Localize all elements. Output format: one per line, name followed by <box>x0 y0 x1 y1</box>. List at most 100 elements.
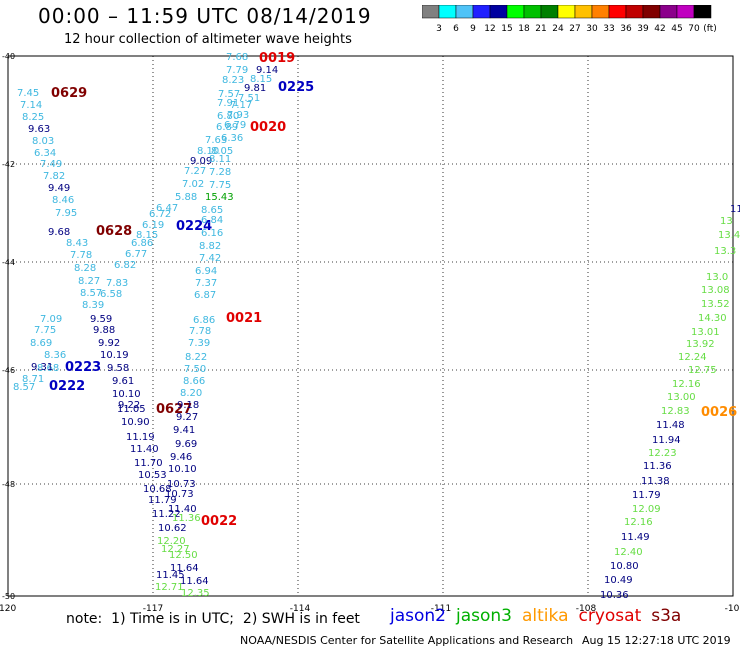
wave-height-value: 9.81 <box>244 83 266 94</box>
wave-height-value: 7.75 <box>34 325 56 336</box>
wave-height-value: 12.40 <box>614 547 643 558</box>
scale-tick-label: 6 <box>453 24 459 33</box>
wave-height-value: 8.66 <box>183 376 205 387</box>
wave-height-value: 7.78 <box>189 326 211 337</box>
wave-height-value: 7.17 <box>230 100 252 111</box>
scale-tick-label: 36 <box>620 24 632 33</box>
wave-height-value: 7.93 <box>227 110 249 121</box>
wave-height-value: 8.69 <box>30 338 52 349</box>
wave-height-value: 7.75 <box>209 180 231 191</box>
wave-height-value: 7.42 <box>199 253 221 264</box>
wave-height-value: 13.3 <box>714 246 736 257</box>
scale-swatch <box>693 5 712 19</box>
credit-line: NOAA/NESDIS Center for Satellite Applica… <box>240 634 574 647</box>
wave-height-value: 11.79 <box>632 490 661 501</box>
wave-height-value: 11.38 <box>641 476 670 487</box>
scale-tick-label: 33 <box>603 24 614 33</box>
wave-height-value: 7.28 <box>209 167 231 178</box>
wave-height-value: 7.63 <box>205 135 227 146</box>
wave-height-value: 10.80 <box>610 561 639 572</box>
wave-height-value: 12.75 <box>688 365 717 376</box>
wave-height-value: 10.90 <box>121 417 150 428</box>
wave-height-value: 13.52 <box>701 299 730 310</box>
wave-height-value: 13.01 <box>691 327 720 338</box>
wave-height-value: 8.25 <box>22 112 44 123</box>
wave-height-value: 11.22 <box>152 509 181 520</box>
wave-height-value: 7.95 <box>55 208 77 219</box>
wave-height-value: 11.70 <box>134 458 163 469</box>
wave-height-value: 12.71 <box>155 582 184 593</box>
wave-height-value: 9.92 <box>98 338 120 349</box>
longitude-label: -108 <box>576 604 597 614</box>
pass-time-label: 0224 <box>176 219 212 234</box>
satellite-legend-jason2: jason2 <box>390 606 446 626</box>
wave-height-value: 7.79 <box>226 65 248 76</box>
wave-height-value: 9.61 <box>112 376 134 387</box>
wave-height-value: 13 <box>720 216 733 227</box>
wave-height-value: 6.82 <box>114 260 136 271</box>
latitude-label: -42 <box>2 160 15 169</box>
wave-height-value: 12.50 <box>169 550 198 561</box>
wave-height-value: 11.05 <box>117 404 146 415</box>
wave-height-value: 12.35 <box>181 588 210 599</box>
wave-height-value: 10.53 <box>138 470 167 481</box>
wave-height-value: 9.46 <box>170 452 192 463</box>
wave-height-value: 8.05 <box>211 146 233 157</box>
wave-height-value: 9.18 <box>177 400 199 411</box>
satellite-legend-jason3: jason3 <box>456 606 512 626</box>
wave-height-value: 8.15 <box>136 230 158 241</box>
latitude-label: -50 <box>2 592 15 601</box>
satellite-legend-altika: altika <box>522 606 569 626</box>
wave-height-value: 7.83 <box>106 278 128 289</box>
wave-height-value: 11.48 <box>656 420 685 431</box>
wave-height-value: 10.10 <box>168 464 197 475</box>
wave-height-value: 6.77 <box>125 249 147 260</box>
wave-height-value: 10.73 <box>165 489 194 500</box>
wave-height-value: 9.63 <box>28 124 50 135</box>
pass-time-label: 0629 <box>51 86 87 101</box>
scale-tick-label: 30 <box>586 24 598 33</box>
scale-tick-label: 27 <box>569 24 580 33</box>
wave-height-value: 8.71 <box>22 374 44 385</box>
wave-height-value: 6.89 <box>216 122 238 133</box>
satellite-legend: jason2 jason3 altika cryosat s3a <box>390 606 691 626</box>
wave-height-value: 8.10 <box>197 146 219 157</box>
longitude-label: -111 <box>431 604 451 614</box>
wave-height-value: 11.36 <box>172 513 201 524</box>
wave-height-value: 6.80 <box>217 111 239 122</box>
wave-height-color-scale: 3 6 9 12 15 18 21 24 27 30 33 36 39 42 45 70 (ft) <box>422 5 717 33</box>
wave-height-value: 9.22 <box>118 400 140 411</box>
longitude-label: -120 <box>0 604 16 614</box>
wave-height-value: 8.57 <box>13 382 35 393</box>
wave-height-value: 7.91 <box>217 98 239 109</box>
wave-height-value: 7.57 <box>218 89 240 100</box>
map-subtitle: 12 hour collection of altimeter wave hei… <box>64 32 352 47</box>
wave-height-value: 8.57 <box>80 288 102 299</box>
pass-time-label: 0225 <box>278 80 314 95</box>
wave-height-value: 11.98 <box>730 204 740 215</box>
wave-height-value: 7.51 <box>238 93 260 104</box>
scale-tick-label: 21 <box>535 24 546 33</box>
wave-height-value: 13.00 <box>667 392 696 403</box>
wave-height-value: 9.27 <box>176 412 198 423</box>
wave-height-value: 12.23 <box>648 448 677 459</box>
wave-height-value: 6.86 <box>193 315 215 326</box>
wave-height-value: 8.36 <box>44 350 66 361</box>
wave-height-value: 11.79 <box>148 495 177 506</box>
wave-height-value: 7.49 <box>40 159 62 170</box>
longitude-label: -10 <box>725 604 740 614</box>
wave-height-value: 12.20 <box>157 536 186 547</box>
wave-height-value: 11.40 <box>130 444 159 455</box>
wave-height-value: 8.65 <box>201 205 223 216</box>
wave-height-value: 6.79 <box>224 120 246 131</box>
wave-height-value: 12.24 <box>678 352 707 363</box>
wave-height-value: 7.09 <box>40 314 62 325</box>
wave-height-value: 6.16 <box>201 228 223 239</box>
wave-height-value: 7.82 <box>43 171 65 182</box>
wave-height-value: 7.45 <box>17 88 39 99</box>
wave-height-value: 6.94 <box>195 266 217 277</box>
scale-tick-label: 12 <box>484 24 495 33</box>
wave-height-value: 12.83 <box>661 406 690 417</box>
wave-height-value: 12.09 <box>632 504 661 515</box>
